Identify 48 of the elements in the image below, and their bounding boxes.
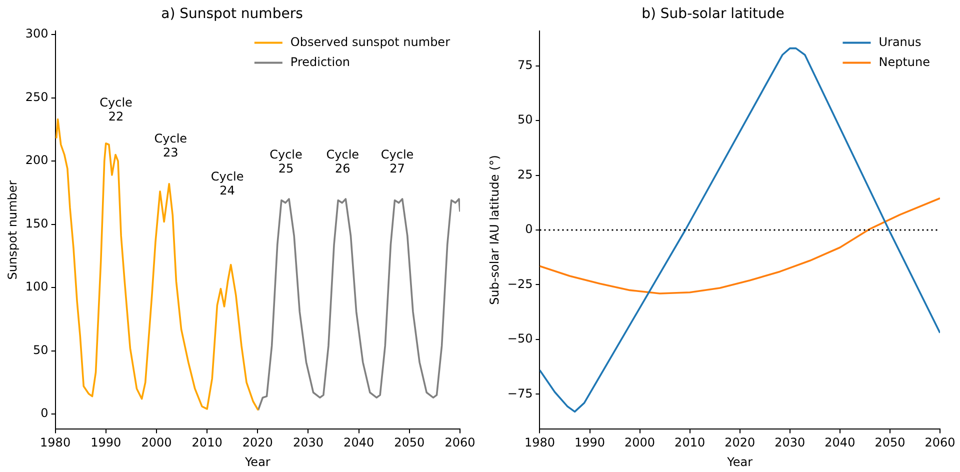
x-tick-label: 2000 (141, 436, 172, 450)
y-tick-label: 50 (33, 342, 48, 357)
annotation: Cycle 24 (210, 169, 244, 198)
x-tick-label: 2030 (292, 436, 324, 450)
x-tick-label: 2040 (344, 436, 374, 450)
y-axis-title: Sunspot number (5, 180, 20, 280)
legend-label: Observed sunspot number (290, 34, 450, 49)
x-tick-label: 1980 (524, 436, 555, 450)
annotation: Cycle 26 (326, 147, 360, 176)
y-tick-label: 0 (525, 222, 533, 236)
y-tick-label: 0 (40, 406, 48, 420)
x-tick-label: 2060 (444, 436, 476, 450)
x-tick-label: 2020 (724, 436, 756, 450)
y-tick-label: 300 (25, 26, 48, 41)
x-tick-label: 2010 (674, 436, 706, 450)
y-tick-label: 250 (25, 90, 48, 104)
x-tick-label: 2040 (824, 436, 856, 450)
legend-label: Prediction (290, 54, 350, 69)
chart-title: a) Sunspot numbers (161, 6, 303, 22)
x-tick-label: 2000 (624, 436, 656, 450)
x-tick-label: 2050 (874, 436, 906, 450)
y-tick-label: −75 (507, 386, 533, 400)
x-tick-label: 2020 (242, 436, 273, 450)
y-tick-label: −50 (507, 332, 533, 346)
x-tick-label: 2030 (774, 436, 806, 450)
x-tick-label: 1990 (90, 436, 122, 450)
x-tick-label: 2060 (924, 436, 956, 450)
y-tick-label: −25 (507, 276, 533, 291)
y-tick-label: 75 (517, 58, 533, 72)
y-tick-label: 100 (25, 280, 48, 294)
chart-title: b) Sub-solar latitude (642, 6, 784, 22)
legend-label: Neptune (878, 54, 930, 69)
x-tick-label: 1990 (574, 436, 606, 450)
x-axis-title: Year (726, 454, 753, 469)
y-axis-title: Sub-solar IAU latitude (°) (487, 155, 502, 305)
x-tick-label: 1980 (40, 436, 71, 450)
x-axis-title: Year (244, 454, 270, 469)
x-tick-label: 2010 (192, 436, 222, 450)
y-tick-label: 150 (25, 216, 48, 230)
annotation: Cycle 27 (380, 147, 414, 176)
y-tick-label: 200 (25, 153, 48, 168)
annotation: Cycle 22 (100, 96, 132, 124)
y-tick-label: 50 (517, 112, 533, 127)
x-tick-label: 2050 (394, 436, 425, 450)
legend-label: Uranus (878, 34, 922, 49)
annotation: Cycle 25 (270, 147, 302, 176)
annotation: Cycle 23 (154, 131, 188, 160)
y-tick-label: 25 (517, 167, 533, 182)
